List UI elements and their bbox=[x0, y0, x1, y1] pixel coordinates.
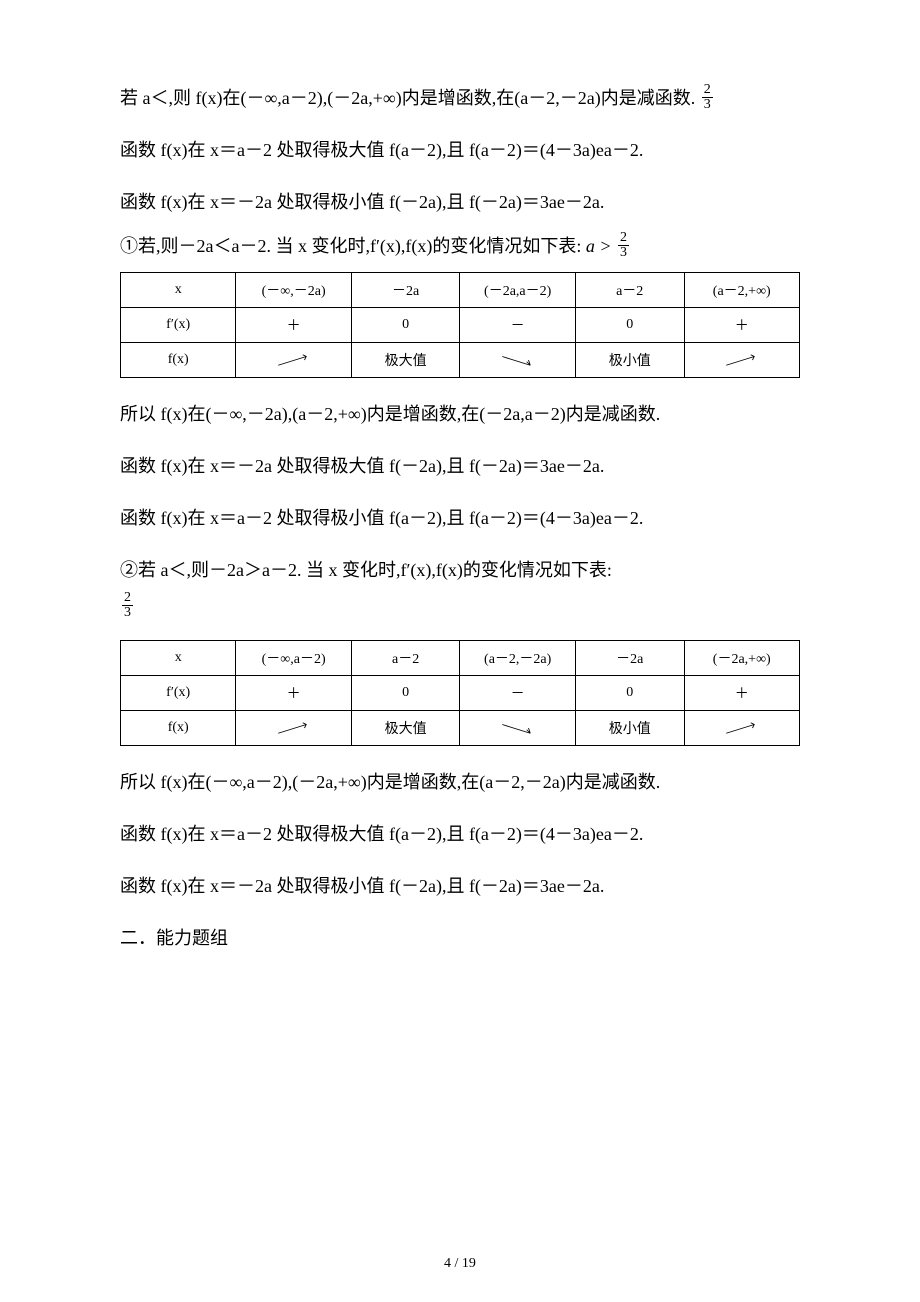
text: 若 a＜,则 f(x)在(－∞,a－2),(－2a,+∞)内是增函数,在(a－2… bbox=[120, 88, 695, 108]
table-row: f(x) 极大值 极小值 bbox=[121, 711, 800, 746]
table-cell: 0 bbox=[351, 308, 460, 343]
paragraph-10: 函数 f(x)在 x＝a－2 处取得极大值 f(a－2),且 f(a－2)＝(4… bbox=[120, 816, 800, 852]
table-cell: (－2a,+∞) bbox=[684, 641, 799, 676]
paragraph-1: 若 a＜,则 f(x)在(－∞,a－2),(－2a,+∞)内是增函数,在(a－2… bbox=[120, 80, 800, 116]
paragraph-11: 函数 f(x)在 x＝－2a 处取得极小值 f(－2a),且 f(－2a)＝3a… bbox=[120, 868, 800, 904]
paragraph-7: 函数 f(x)在 x＝a－2 处取得极小值 f(a－2),且 f(a－2)＝(4… bbox=[120, 500, 800, 536]
analysis-table-1: x(－∞,－2a)－2a(－2a,a－2)a－2(a－2,+∞)f′(x)＋0－… bbox=[120, 272, 800, 378]
page: 若 a＜,则 f(x)在(－∞,a－2),(－2a,+∞)内是增函数,在(a－2… bbox=[0, 0, 920, 1302]
table-cell: ＋ bbox=[236, 676, 351, 711]
table-row: f′(x)＋0－0＋ bbox=[121, 676, 800, 711]
table-cell: f′(x) bbox=[121, 676, 236, 711]
table-cell: (－2a,a－2) bbox=[460, 273, 575, 308]
table-cell: 极大值 bbox=[351, 711, 460, 746]
fraction-numerator: 2 bbox=[702, 83, 713, 98]
text: ②若 a＜,则－2a＞a－2. 当 x 变化时,f′(x),f(x)的变化情况如… bbox=[120, 560, 612, 580]
table-cell: f(x) bbox=[121, 711, 236, 746]
analysis-table-2: x(－∞,a－2)a－2(a－2,－2a)－2a(－2a,+∞)f′(x)＋0－… bbox=[120, 640, 800, 746]
fraction-denominator: 3 bbox=[122, 606, 133, 620]
table-cell: ＋ bbox=[684, 676, 799, 711]
paragraph-12: 二．能力题组 bbox=[120, 920, 800, 956]
paragraph-3: 函数 f(x)在 x＝－2a 处取得极小值 f(－2a),且 f(－2a)＝3a… bbox=[120, 184, 800, 220]
table-cell: a－2 bbox=[575, 273, 684, 308]
table-cell: 0 bbox=[575, 676, 684, 711]
fraction: 2 3 bbox=[702, 83, 713, 112]
table-row: x(－∞,a－2)a－2(a－2,－2a)－2a(－2a,+∞) bbox=[121, 641, 800, 676]
table-cell bbox=[460, 343, 575, 378]
page-number: 4 / 19 bbox=[120, 1256, 800, 1272]
text-tail: a > bbox=[586, 236, 612, 256]
table-cell: －2a bbox=[575, 641, 684, 676]
table-cell: (－∞,a－2) bbox=[236, 641, 351, 676]
table-cell: (a－2,+∞) bbox=[684, 273, 799, 308]
paragraph-2: 函数 f(x)在 x＝a－2 处取得极大值 f(a－2),且 f(a－2)＝(4… bbox=[120, 132, 800, 168]
table-cell: －2a bbox=[351, 273, 460, 308]
table-cell bbox=[236, 343, 351, 378]
table-row: f′(x)＋0－0＋ bbox=[121, 308, 800, 343]
fraction-numerator: 2 bbox=[122, 591, 133, 606]
table-cell: 0 bbox=[351, 676, 460, 711]
table-cell: x bbox=[121, 273, 236, 308]
table-cell: f′(x) bbox=[121, 308, 236, 343]
fraction-denominator: 3 bbox=[702, 98, 713, 112]
table-cell: (－∞,－2a) bbox=[236, 273, 351, 308]
fraction-numerator: 2 bbox=[618, 231, 629, 246]
paragraph-4: ①若,则－2a＜a－2. 当 x 变化时,f′(x),f(x)的变化情况如下表:… bbox=[120, 228, 800, 264]
fraction: 2 3 bbox=[122, 591, 133, 620]
paragraph-5: 所以 f(x)在(－∞,－2a),(a－2,+∞)内是增函数,在(－2a,a－2… bbox=[120, 396, 800, 432]
paragraph-8: ②若 a＜,则－2a＞a－2. 当 x 变化时,f′(x),f(x)的变化情况如… bbox=[120, 552, 800, 624]
table-cell: ＋ bbox=[236, 308, 351, 343]
fraction: 2 3 bbox=[618, 231, 629, 260]
table-cell: 极小值 bbox=[575, 711, 684, 746]
table-cell: x bbox=[121, 641, 236, 676]
table-cell bbox=[684, 711, 799, 746]
fraction-denominator: 3 bbox=[618, 246, 629, 260]
table-cell: 0 bbox=[575, 308, 684, 343]
table-cell: (a－2,－2a) bbox=[460, 641, 575, 676]
table-cell bbox=[236, 711, 351, 746]
paragraph-9: 所以 f(x)在(－∞,a－2),(－2a,+∞)内是增函数,在(a－2,－2a… bbox=[120, 764, 800, 800]
table-cell: 极小值 bbox=[575, 343, 684, 378]
table-cell: ＋ bbox=[684, 308, 799, 343]
table-cell: f(x) bbox=[121, 343, 236, 378]
table-cell: a－2 bbox=[351, 641, 460, 676]
table-cell: 极大值 bbox=[351, 343, 460, 378]
table-cell bbox=[684, 343, 799, 378]
table-cell: － bbox=[460, 676, 575, 711]
table-cell: － bbox=[460, 308, 575, 343]
table-row: f(x) 极大值 极小值 bbox=[121, 343, 800, 378]
paragraph-6: 函数 f(x)在 x＝－2a 处取得极大值 f(－2a),且 f(－2a)＝3a… bbox=[120, 448, 800, 484]
table-cell bbox=[460, 711, 575, 746]
text: ①若,则－2a＜a－2. 当 x 变化时,f′(x),f(x)的变化情况如下表: bbox=[120, 236, 581, 256]
table-row: x(－∞,－2a)－2a(－2a,a－2)a－2(a－2,+∞) bbox=[121, 273, 800, 308]
